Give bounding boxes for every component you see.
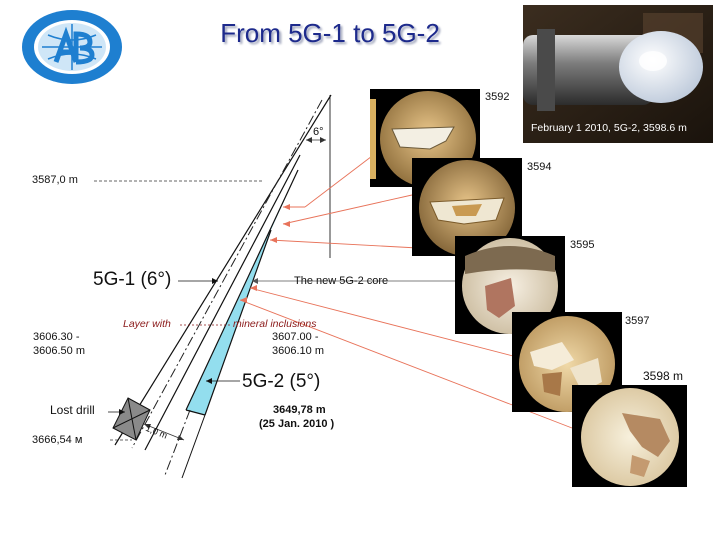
layer-label-left: Layer with (123, 318, 171, 330)
lost-drill-block (112, 397, 151, 441)
photo-caption: February 1 2010, 5G-2, 3598.6 m (531, 122, 687, 134)
well-5g1-label: 5G-1 (6°) (93, 269, 172, 290)
core-sample-label-3597: 3597 (625, 315, 650, 327)
well-5g1-left-wall (114, 94, 332, 446)
core-sample-label-3598: 3598 m (643, 369, 684, 383)
left-depth-line1: 3606.30 - (33, 331, 80, 343)
well-5g1-axis (131, 99, 323, 449)
new-core-label: The new 5G-2 core (294, 275, 389, 287)
end-depth-label: 3649,78 m (273, 404, 326, 416)
right-depth-line2: 3606.10 m (272, 345, 324, 357)
right-depth-line1: 3607.00 - (272, 331, 319, 343)
depth-top-label: 3587,0 m (32, 174, 78, 186)
core-sample-label-3594: 3594 (527, 161, 552, 173)
core-sample-label-3595: 3595 (570, 239, 595, 251)
layer-label-right: mineral inclusions (233, 318, 317, 330)
well-5g2-axis (164, 409, 191, 476)
end-date-label: (25 Jan. 2010 ) (259, 418, 335, 430)
bottom-depth-label: 3666,54 м (32, 434, 83, 446)
well-5g2-label: 5G-2 (5°) (242, 371, 321, 392)
lost-drill-label: Lost drill (50, 403, 95, 417)
drill-core-photo: February 1 2010, 5G-2, 3598.6 m (523, 5, 713, 143)
institute-globe-logo (20, 8, 124, 86)
well-5g1-right-wall (144, 154, 301, 451)
core-sample-photo-3595 (455, 236, 565, 334)
well-5g2-right-wall (204, 229, 272, 416)
left-depth-line2: 3606.50 m (33, 345, 85, 357)
core-sample-label-3592: 3592 (485, 91, 510, 103)
page-title: From 5G-1 to 5G-2 (220, 18, 440, 48)
well-5g2-left-wall (185, 169, 299, 411)
core-sample-photo-3598 (572, 385, 687, 487)
angle-label: 6° (313, 126, 324, 138)
